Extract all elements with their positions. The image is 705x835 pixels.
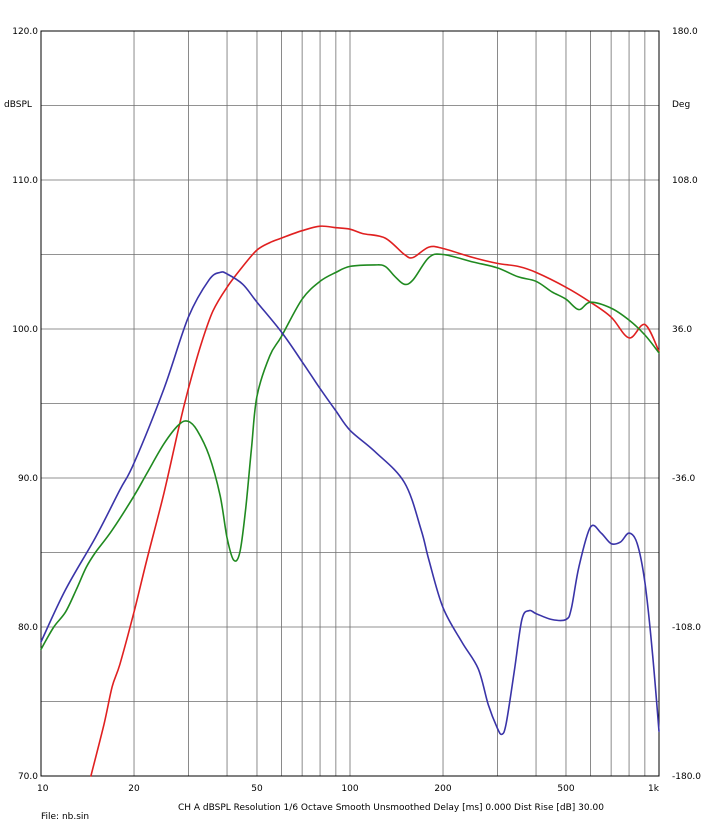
grid (41, 31, 659, 776)
x-tick-label: 10 (37, 784, 49, 794)
series-line-1 (90, 225, 660, 777)
y-axis-label-right: Deg (672, 100, 690, 110)
x-tick-label: 20 (128, 784, 140, 794)
y-tick-label-left: 120.0 (12, 27, 38, 37)
y-tick-label-left: 100.0 (12, 325, 38, 335)
x-tick-label: 500 (557, 784, 574, 794)
y-tick-label-left: 110.0 (12, 176, 38, 186)
x-tick-label: 50 (251, 784, 263, 794)
y-tick-label-left: 80.0 (18, 623, 38, 633)
x-tick-label: 1k (648, 784, 660, 794)
y-tick-label-right: 36.0 (672, 325, 692, 335)
y-tick-label-left: 90.0 (18, 474, 38, 484)
series-group (40, 225, 660, 777)
y-tick-label-left: 70.0 (18, 772, 38, 782)
file-label: File: nb.sin (41, 812, 90, 822)
y-axis-label-left: dBSPL (4, 100, 32, 110)
x-tick-label: 100 (341, 784, 358, 794)
y-tick-label-right: -108.0 (672, 623, 701, 633)
y-tick-label-right: 180.0 (672, 27, 698, 37)
y-tick-label-right: -180.0 (672, 772, 701, 782)
series-line-3 (40, 271, 660, 736)
y-tick-label-right: -36.0 (672, 474, 696, 484)
series-line-2 (40, 253, 660, 651)
x-tick-label: 200 (434, 784, 451, 794)
measurement-settings: CH A dBSPL Resolution 1/6 Octave Smooth … (178, 803, 604, 813)
tick-labels: 10 20 50 100 200 500 1k 120.0 110.0 100.0 90.0 80.0… (12, 27, 701, 794)
y-tick-label-right: 108.0 (672, 176, 698, 186)
plot-frame (40, 30, 660, 777)
